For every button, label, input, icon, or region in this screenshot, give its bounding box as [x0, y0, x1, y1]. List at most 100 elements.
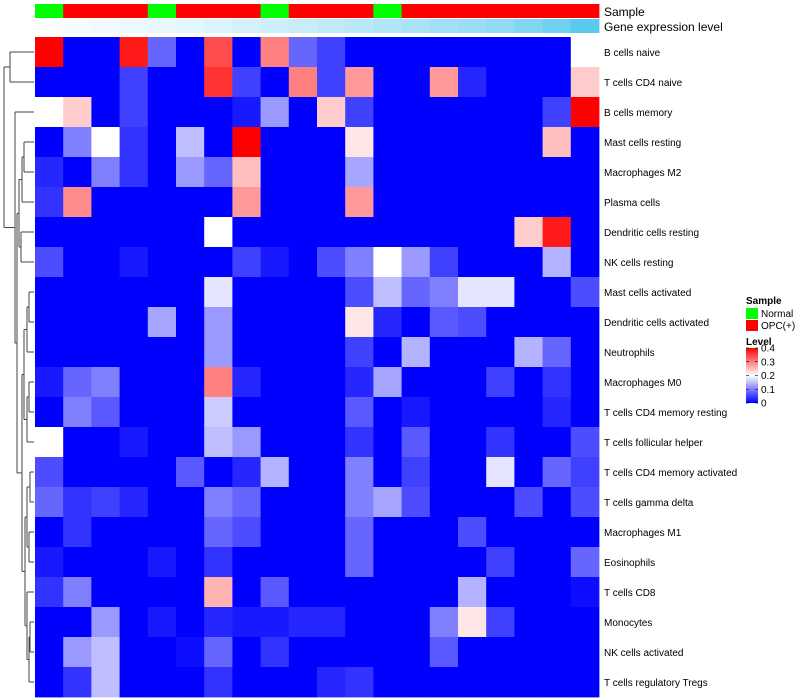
heatmap-cell: [317, 247, 346, 278]
heatmap-cell: [317, 67, 346, 98]
heatmap-cell: [486, 607, 515, 638]
heatmap-cell: [373, 37, 402, 68]
heatmap-cell: [35, 217, 64, 248]
heatmap-cell: [514, 67, 543, 98]
heatmap-cell: [35, 397, 64, 428]
heatmap-cell: [176, 547, 205, 578]
row-label: Dendritic cells resting: [604, 228, 699, 239]
gene-expression-annotation-cell: [119, 19, 149, 33]
heatmap-cell: [401, 337, 431, 368]
sample-annotation-cell: [542, 4, 572, 18]
heatmap-cell: [345, 157, 374, 188]
heatmap-cell: [147, 337, 177, 368]
heatmap-cell: [204, 637, 233, 668]
heatmap-cell: [514, 517, 543, 548]
heatmap-cell: [345, 427, 374, 458]
row-label: Dendritic cells activated: [604, 318, 709, 329]
heatmap-cell: [373, 187, 402, 218]
heatmap-cell: [570, 97, 600, 128]
heatmap-cell: [204, 97, 233, 128]
heatmap-cell: [63, 157, 92, 188]
gene-expression-annotation-cell: [232, 19, 261, 33]
heatmap-cell: [570, 307, 600, 338]
heatmap-cell: [204, 577, 233, 608]
heatmap-cell: [401, 157, 431, 188]
heatmap-cell: [35, 247, 64, 278]
heatmap-cell: [570, 637, 600, 668]
heatmap-cell: [373, 337, 402, 368]
sample-annotation-cell: [486, 4, 515, 18]
heatmap-cell: [35, 487, 64, 518]
heatmap-cell: [119, 67, 149, 98]
heatmap-cell: [63, 277, 92, 308]
heatmap-cell: [147, 547, 177, 578]
heatmap-cell: [176, 337, 205, 368]
sample-annotation-cell: [232, 4, 261, 18]
heatmap-cell: [119, 637, 149, 668]
sample-annotation-bar: [35, 4, 600, 18]
heatmap-cell: [204, 337, 233, 368]
heatmap-cell: [542, 127, 572, 158]
heatmap-cell: [458, 547, 487, 578]
heatmap-cell: [119, 607, 149, 638]
heatmap-cell: [486, 667, 515, 698]
heatmap-cell: [542, 247, 572, 278]
heatmap-cell: [63, 337, 92, 368]
heatmap-cell: [288, 457, 318, 488]
heatmap-cell: [35, 67, 64, 98]
heatmap-cell: [514, 397, 543, 428]
row-label: T cells CD8: [604, 588, 656, 599]
heatmap-cell: [63, 577, 92, 608]
heatmap-cell: [429, 127, 459, 158]
heatmap-cell: [429, 547, 459, 578]
gene-expression-annotation-cell: [176, 19, 205, 33]
heatmap-cell: [373, 97, 402, 128]
heatmap-cell: [176, 607, 205, 638]
heatmap-cell: [232, 247, 261, 278]
heatmap-cell: [401, 277, 431, 308]
heatmap-cell: [345, 487, 374, 518]
gene-expression-annotation-cell: [345, 19, 374, 33]
heatmap-cell: [232, 547, 261, 578]
legend-level-tick-label: 0.1: [761, 385, 775, 396]
heatmap-cell: [486, 367, 515, 398]
heatmap-cell: [514, 337, 543, 368]
heatmap-cell: [570, 247, 600, 278]
heatmap-cell: [204, 37, 233, 68]
heatmap-cell: [429, 637, 459, 668]
heatmap-cell: [373, 547, 402, 578]
heatmap-cell: [147, 487, 177, 518]
heatmap-cell: [345, 337, 374, 368]
heatmap-cell: [232, 427, 261, 458]
heatmap-cell: [542, 517, 572, 548]
heatmap-cell: [204, 217, 233, 248]
heatmap-cell: [458, 277, 487, 308]
heatmap-cell: [35, 367, 64, 398]
heatmap-cell: [232, 577, 261, 608]
heatmap-cell: [147, 247, 177, 278]
heatmap-cell: [514, 667, 543, 698]
heatmap-cell: [260, 127, 290, 158]
heatmap-cell: [260, 607, 290, 638]
gene-expression-annotation-cell: [35, 19, 64, 33]
heatmap-cell: [401, 607, 431, 638]
heatmap-cell: [176, 247, 205, 278]
heatmap-cell: [401, 517, 431, 548]
heatmap-cell: [260, 157, 290, 188]
heatmap-cell: [458, 97, 487, 128]
heatmap-cell: [542, 667, 572, 698]
heatmap-cell: [63, 127, 92, 158]
gene-expression-annotation-cell: [401, 19, 431, 33]
heatmap-cell: [542, 187, 572, 218]
gene-expression-annotation-cell: [486, 19, 515, 33]
sample-annotation-cell: [119, 4, 149, 18]
heatmap-cell: [288, 367, 318, 398]
heatmap-cell: [288, 397, 318, 428]
heatmap-cell: [119, 97, 149, 128]
heatmap-cell: [91, 547, 120, 578]
heatmap-cell: [373, 517, 402, 548]
heatmap-cell: [401, 577, 431, 608]
heatmap-cell: [91, 667, 120, 698]
row-label: Macrophages M0: [604, 378, 682, 389]
heatmap-cell: [317, 637, 346, 668]
